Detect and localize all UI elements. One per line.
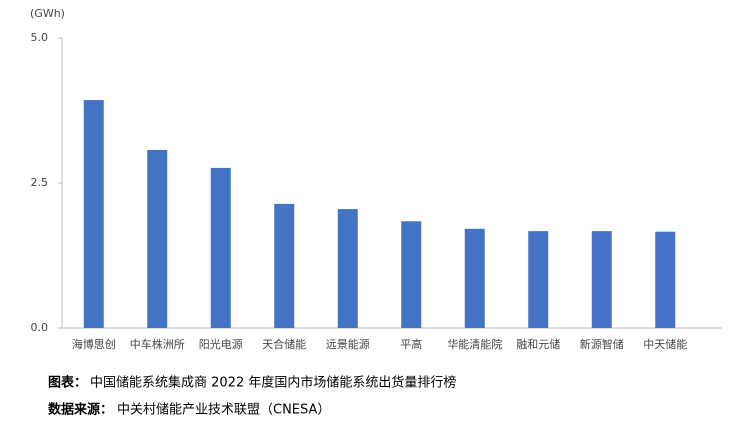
bar [147,149,168,328]
caption-title: 中国储能系统集成商 2022 年度国内市场储能系统出货量排行榜 [90,375,456,391]
y-tick-label: 0.0 [31,321,49,334]
x-tick-label: 融和元储 [516,337,560,351]
x-tick-label: 平高 [400,337,422,351]
x-tick-label: 远景能源 [326,337,370,351]
unit-label: (GWh) [30,7,65,20]
caption-source-label: 数据来源： [48,402,113,418]
bar [337,209,358,328]
bar [401,221,422,328]
bar [655,231,676,328]
x-tick-label: 海博思创 [72,337,116,351]
bar [528,231,549,328]
x-tick-label: 新源智储 [580,337,624,351]
caption-title-label: 图表： [48,375,87,391]
caption-source: 中关村储能产业技术联盟（CNESA） [117,403,330,418]
x-tick-label: 华能清能院 [447,337,502,351]
bar [274,203,295,328]
bar [83,100,104,328]
x-tick-label: 阳光电源 [199,337,243,351]
x-tick-label: 中车株洲所 [130,337,185,351]
y-tick-label: 2.5 [31,176,49,189]
bar [210,167,231,328]
x-tick-label: 中天储能 [643,337,687,351]
y-tick-label: 5.0 [31,31,49,44]
bar [591,231,612,328]
bar [464,228,485,328]
x-tick-label: 天合储能 [262,337,306,351]
